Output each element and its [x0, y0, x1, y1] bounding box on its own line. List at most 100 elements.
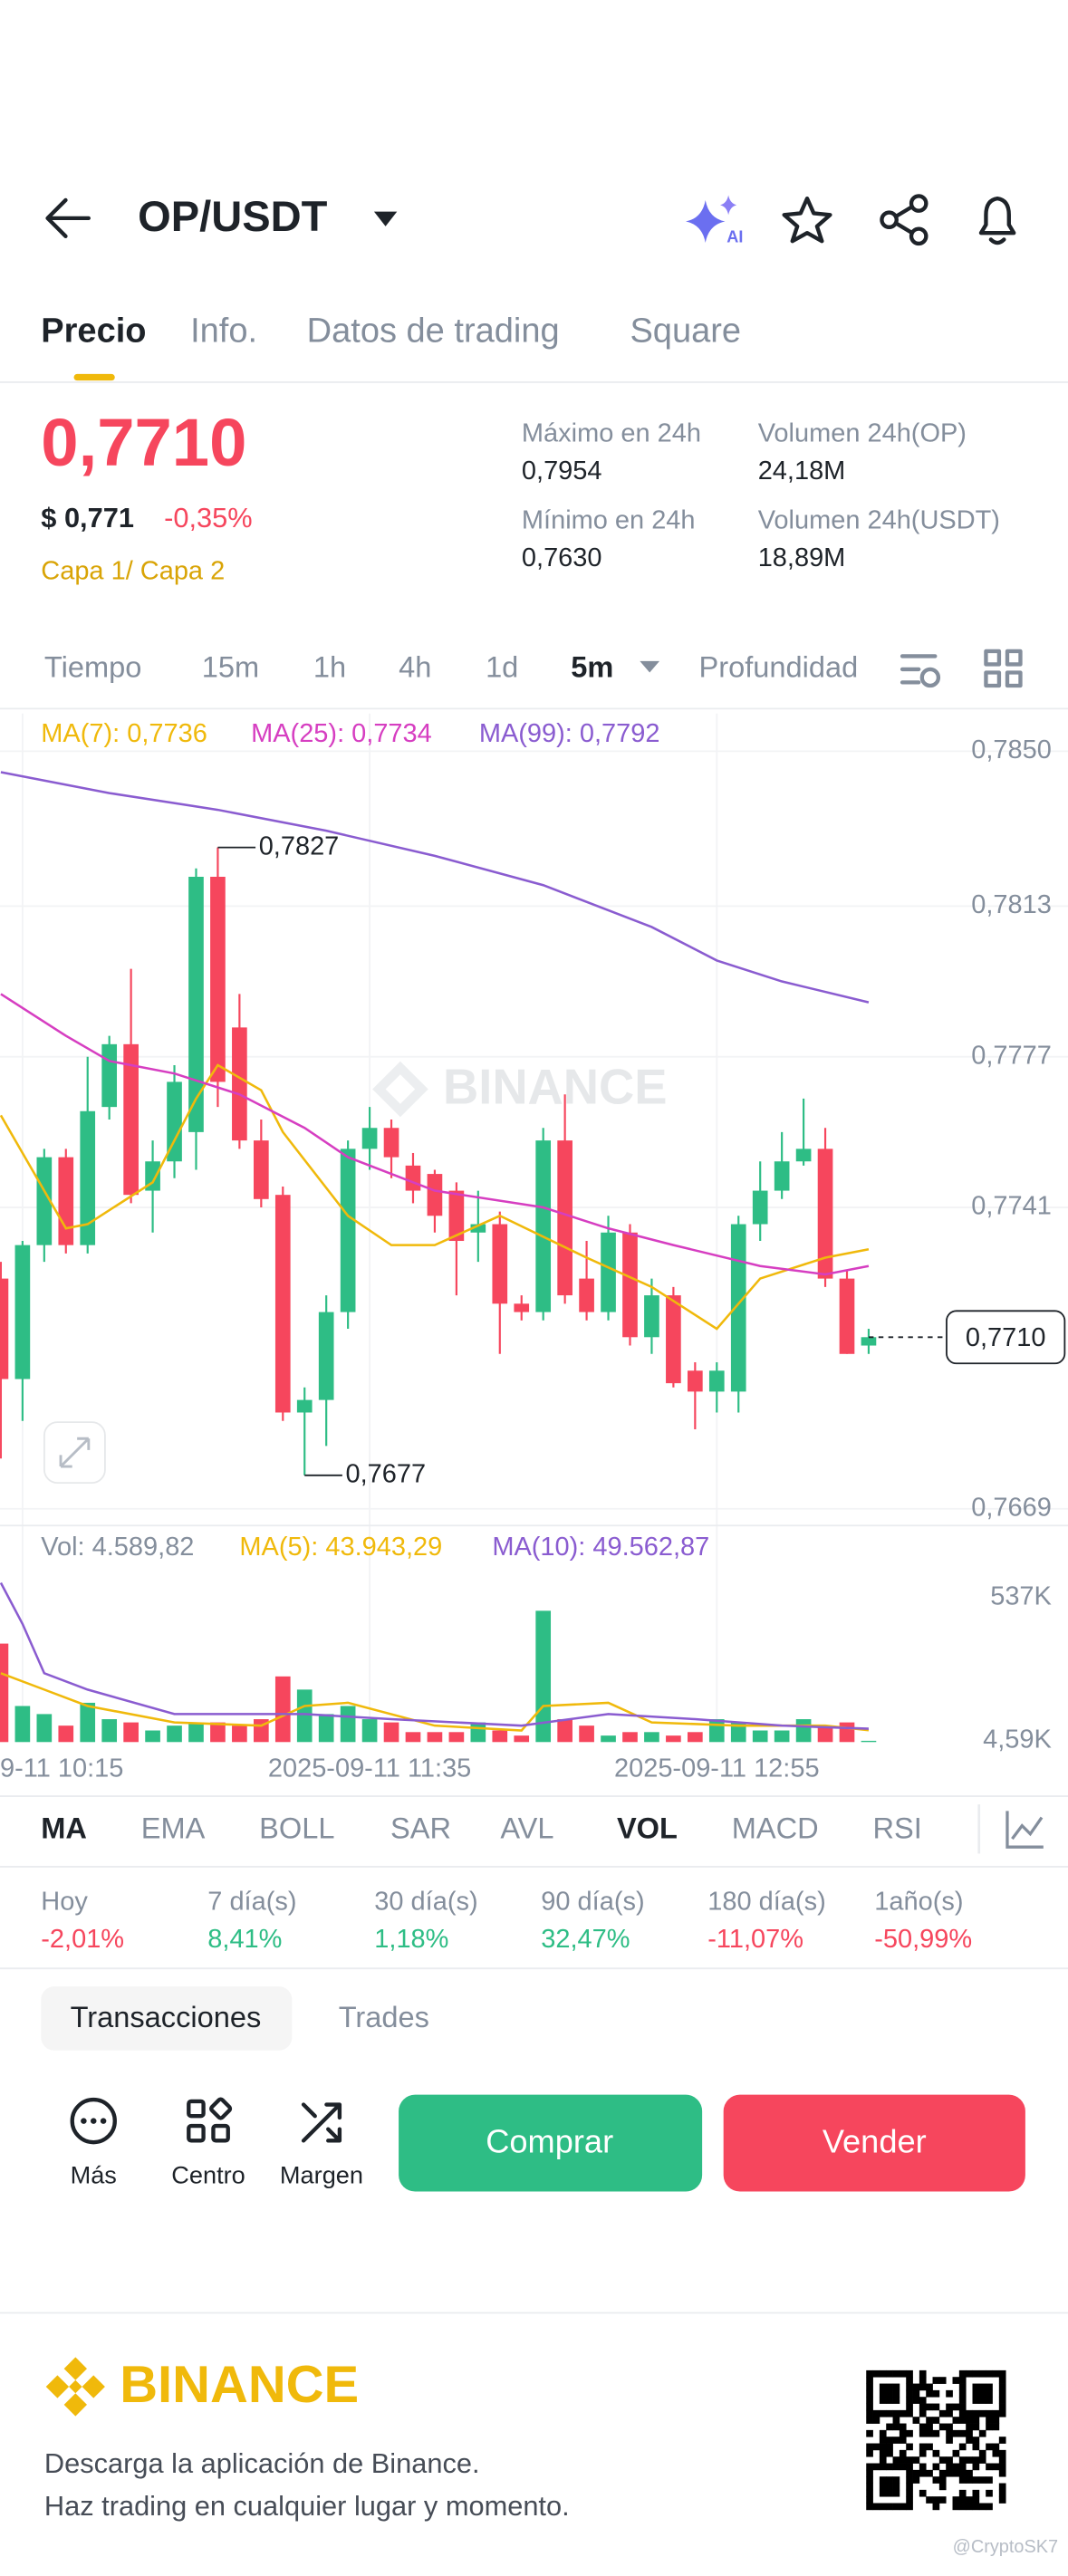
- qr-cell: [892, 2397, 900, 2404]
- indicator[interactable]: SAR: [390, 1812, 451, 1845]
- qr-cell: [906, 2443, 913, 2451]
- qr-cell: [906, 2383, 913, 2391]
- sell-button[interactable]: Vender: [723, 2094, 1025, 2192]
- stat-label: Máximo en 24h: [522, 419, 701, 448]
- last-price-badge[interactable]: [946, 1310, 1066, 1365]
- candle-body: [58, 1157, 74, 1245]
- pair-title[interactable]: OP/USDT: [138, 192, 327, 240]
- indicator[interactable]: AVL: [500, 1812, 553, 1845]
- volume-bar: [318, 1714, 334, 1743]
- qr-cell: [958, 2503, 967, 2511]
- interval[interactable]: 1d: [486, 649, 518, 683]
- indicator[interactable]: EMA: [141, 1812, 206, 1845]
- tab[interactable]: Info.: [190, 312, 257, 351]
- order-tab[interactable]: Trades: [339, 2000, 429, 2033]
- interval[interactable]: 5m: [571, 649, 613, 683]
- qr-cell: [952, 2469, 960, 2477]
- candle-body: [167, 1081, 182, 1162]
- qr-cell: [992, 2443, 1000, 2451]
- candle-body: [644, 1295, 659, 1338]
- order-tab[interactable]: Transacciones: [71, 2000, 262, 2033]
- qr-cell: [906, 2409, 913, 2417]
- action-label[interactable]: Más: [71, 2160, 117, 2188]
- qr-cell: [938, 2483, 947, 2491]
- buy-label[interactable]: Comprar: [486, 2123, 613, 2160]
- qr-cell: [986, 2443, 993, 2451]
- qr-cell: [946, 2437, 953, 2444]
- indicator[interactable]: MA: [41, 1812, 87, 1845]
- qr-cell: [919, 2469, 927, 2477]
- qr-cell: [899, 2503, 907, 2511]
- indicator[interactable]: RSI: [872, 1812, 921, 1845]
- candle-body: [427, 1174, 443, 1216]
- action-label[interactable]: Centro: [171, 2160, 245, 2188]
- qr-cell: [986, 2397, 993, 2404]
- layout-button[interactable]: [984, 649, 1023, 688]
- active-tab-indicator: [73, 373, 115, 381]
- qr-cell: [886, 2489, 893, 2497]
- qr-cell: [926, 2429, 933, 2437]
- action-label[interactable]: Margen: [280, 2160, 363, 2188]
- qr-cell: [958, 2463, 967, 2471]
- tab[interactable]: Precio: [41, 312, 146, 351]
- candle-body: [514, 1303, 530, 1312]
- qr-cell: [892, 2369, 900, 2378]
- interval[interactable]: 15m: [202, 649, 259, 683]
- qr-cell: [946, 2463, 953, 2471]
- ma-legend: MA(99): 0,7792: [479, 719, 660, 748]
- chart-settings-button[interactable]: [900, 654, 941, 688]
- qr-cell: [899, 2369, 907, 2378]
- indicator[interactable]: BOLL: [259, 1812, 334, 1845]
- active-order-tab[interactable]: [41, 1986, 293, 2051]
- indicator[interactable]: VOL: [617, 1812, 678, 1845]
- share-button[interactable]: [880, 194, 928, 246]
- qr-cell: [926, 2469, 933, 2477]
- back-button[interactable]: [45, 197, 91, 238]
- stat-value: 0,7630: [522, 543, 602, 572]
- buy-button[interactable]: Comprar: [399, 2094, 703, 2192]
- qr-cell: [906, 2429, 913, 2437]
- qr-cell: [972, 2409, 980, 2417]
- qr-cell: [998, 2377, 1006, 2384]
- favorite-button[interactable]: [782, 196, 832, 244]
- qr-cell: [926, 2496, 933, 2504]
- volume-ma-legend: MA(10): 49.562,87: [492, 1533, 709, 1562]
- more-icon[interactable]: [70, 2097, 117, 2145]
- layer-tag[interactable]: Capa 1/ Capa 2: [41, 557, 225, 586]
- qr-cell: [892, 2389, 900, 2398]
- volume-bar: [557, 1719, 572, 1743]
- interval[interactable]: 4h: [399, 649, 431, 683]
- volume-bar: [296, 1689, 313, 1743]
- center-icon[interactable]: [187, 2097, 233, 2143]
- tab[interactable]: Datos de trading: [307, 312, 560, 351]
- qr-cell: [912, 2476, 920, 2484]
- tab[interactable]: Square: [630, 312, 741, 351]
- interval-dropdown[interactable]: [640, 660, 660, 673]
- chart-watermark: BINANCE: [372, 1060, 668, 1118]
- indicator[interactable]: MACD: [732, 1812, 819, 1845]
- interval[interactable]: Tiempo: [44, 649, 141, 683]
- qr-cell: [912, 2456, 920, 2464]
- alert-button[interactable]: [978, 196, 1016, 245]
- interval[interactable]: 1h: [313, 649, 346, 683]
- qr-cell: [986, 2463, 993, 2471]
- indicator-settings-button[interactable]: [1005, 1811, 1044, 1849]
- ai-button[interactable]: AI: [686, 195, 743, 246]
- volume-bar: [58, 1725, 74, 1743]
- qr-cell: [906, 2403, 913, 2411]
- sell-label[interactable]: Vender: [823, 2123, 927, 2160]
- interval[interactable]: Profundidad: [699, 649, 859, 683]
- volume-bar: [774, 1730, 790, 1743]
- separator: [977, 1804, 981, 1854]
- margin-icon[interactable]: [301, 2102, 342, 2143]
- qr-cell: [992, 2423, 1000, 2431]
- qr-cell: [986, 2503, 993, 2511]
- candle-body: [752, 1190, 768, 1225]
- expand-chart-button[interactable]: [43, 1421, 106, 1485]
- qr-cell: [972, 2417, 980, 2424]
- candle-body: [36, 1157, 53, 1245]
- pair-dropdown[interactable]: [373, 211, 398, 226]
- candle-body: [383, 1128, 399, 1158]
- qr-cell: [946, 2429, 953, 2437]
